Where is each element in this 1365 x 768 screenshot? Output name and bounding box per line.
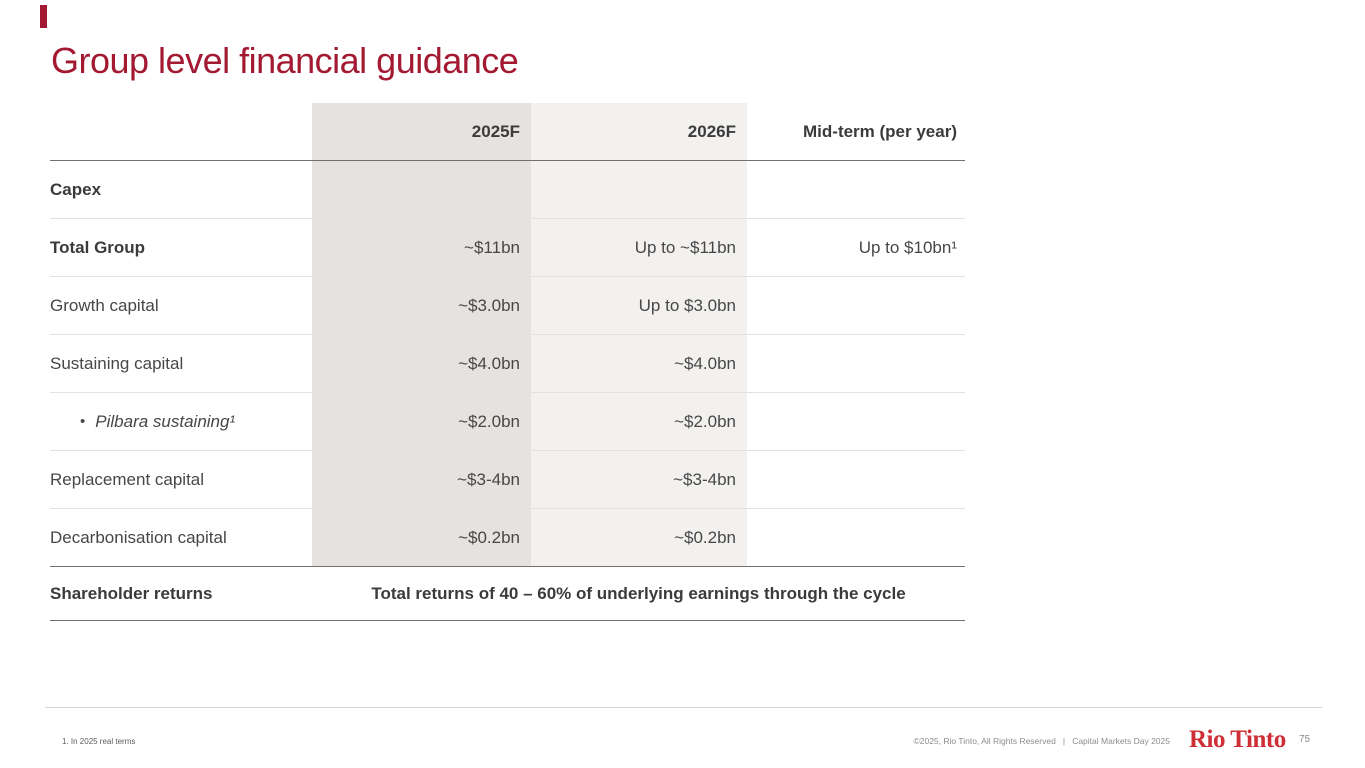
- table-row-total-group: Total Group ~$11bn Up to ~$11bn Up to $1…: [50, 219, 965, 277]
- table-row-shareholder-returns: Shareholder returns Total returns of 40 …: [50, 567, 965, 621]
- cell-2025: ~$0.2bn: [312, 509, 531, 566]
- rio-tinto-logo: Rio Tinto: [1189, 726, 1286, 753]
- table-row-sustaining-capital: Sustaining capital ~$4.0bn ~$4.0bn: [50, 335, 965, 393]
- cell-2025: ~$3-4bn: [312, 451, 531, 508]
- cell-2026: ~$3-4bn: [531, 451, 747, 508]
- page-title: Group level financial guidance: [51, 40, 519, 81]
- table-row-growth-capital: Growth capital ~$3.0bn Up to $3.0bn: [50, 277, 965, 335]
- shareholder-returns-value: Total returns of 40 – 60% of underlying …: [371, 583, 906, 603]
- table-header-row: 2025F 2026F Mid-term (per year): [50, 103, 965, 161]
- footer-divider: [45, 707, 1322, 708]
- row-label: Shareholder returns: [50, 583, 213, 603]
- cell-2025: ~$3.0bn: [312, 277, 531, 334]
- cell-2025: ~$11bn: [312, 219, 531, 276]
- header-2025f: 2025F: [312, 103, 531, 160]
- cell-mid: [747, 393, 965, 450]
- cell-mid: [747, 451, 965, 508]
- table-row-pilbara-sustaining: • Pilbara sustaining¹ ~$2.0bn ~$2.0bn: [50, 393, 965, 451]
- row-label-text: Pilbara sustaining¹: [95, 411, 236, 431]
- copyright-text: ©2025, Rio Tinto, All Rights Reserved | …: [913, 736, 1170, 746]
- cell-2026: ~$4.0bn: [531, 335, 747, 392]
- table-row-decarbonisation-capital: Decarbonisation capital ~$0.2bn ~$0.2bn: [50, 509, 965, 567]
- cell-2026: [531, 161, 747, 218]
- row-label: Decarbonisation capital: [50, 527, 227, 547]
- row-label: Replacement capital: [50, 469, 205, 489]
- row-label: Capex: [50, 179, 102, 199]
- row-label: • Pilbara sustaining¹: [50, 393, 312, 450]
- financial-guidance-table: 2025F 2026F Mid-term (per year) Capex To…: [50, 103, 965, 621]
- row-label: Growth capital: [50, 295, 159, 315]
- header-2026f: 2026F: [531, 103, 747, 160]
- cell-mid: Up to $10bn¹: [858, 237, 957, 257]
- cell-2026: Up to ~$11bn: [531, 219, 747, 276]
- cell-2026: ~$2.0bn: [531, 393, 747, 450]
- red-accent-bar: [40, 5, 47, 28]
- footnote: 1. In 2025 real terms: [62, 737, 136, 746]
- page-number: 75: [1299, 734, 1311, 745]
- header-empty-cell: [50, 103, 312, 160]
- cell-2026: ~$0.2bn: [531, 509, 747, 566]
- cell-mid: [747, 335, 965, 392]
- cell-mid: [747, 509, 965, 566]
- header-mid-term: Mid-term (per year): [803, 121, 957, 141]
- cell-mid: [747, 161, 965, 218]
- cell-mid: [747, 277, 965, 334]
- row-label: Total Group: [50, 237, 146, 257]
- cell-2025: [312, 161, 531, 218]
- cell-2025: ~$2.0bn: [312, 393, 531, 450]
- bullet-icon: •: [80, 413, 86, 430]
- table-row-capex: Capex: [50, 161, 965, 219]
- cell-2026: Up to $3.0bn: [531, 277, 747, 334]
- cell-2025: ~$4.0bn: [312, 335, 531, 392]
- table-row-replacement-capital: Replacement capital ~$3-4bn ~$3-4bn: [50, 451, 965, 509]
- row-label: Sustaining capital: [50, 353, 184, 373]
